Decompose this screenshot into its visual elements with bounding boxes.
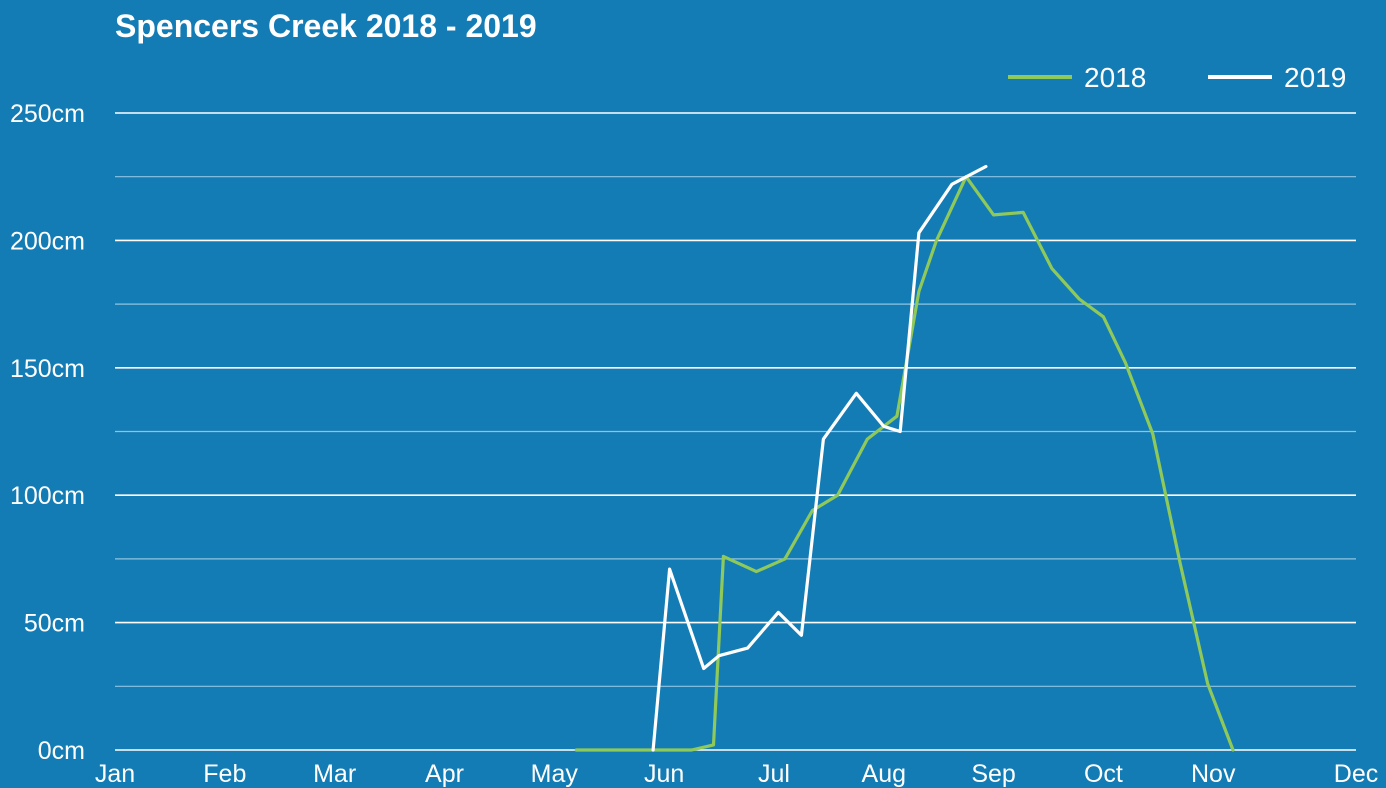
- x-tick-label: Nov: [1191, 760, 1236, 788]
- y-tick-label: 0cm: [38, 737, 85, 765]
- legend-label-2019: 2019: [1284, 62, 1346, 93]
- x-tick-label: Jun: [644, 760, 684, 788]
- x-tick-label: Feb: [203, 760, 246, 788]
- x-tick-label: Jul: [758, 760, 790, 788]
- y-tick-label: 250cm: [10, 100, 85, 128]
- x-tick-label: May: [531, 760, 579, 788]
- series-line-2018: [574, 175, 1235, 752]
- legend-label-2018: 2018: [1084, 62, 1146, 93]
- x-tick-label: Oct: [1084, 760, 1123, 788]
- x-axis-ticks: Jan Feb Mar Apr May Jun Jul Aug Sep Oct Nov Dec: [95, 760, 1378, 788]
- y-axis-ticks: 0cm 50cm 100cm 150cm 200cm 250cm: [10, 100, 85, 765]
- x-tick-label: Dec: [1334, 760, 1378, 788]
- legend: 2018 2019: [1008, 62, 1346, 93]
- x-tick-label: Aug: [862, 760, 906, 788]
- y-tick-label: 200cm: [10, 227, 85, 255]
- y-tick-label: 100cm: [10, 482, 85, 510]
- grid-lines: [115, 112, 1356, 751]
- y-tick-label: 150cm: [10, 355, 85, 383]
- series-line-2019: [651, 164, 988, 752]
- y-tick-label: 50cm: [24, 610, 85, 638]
- x-tick-label: Jan: [95, 760, 135, 788]
- series-lines: [574, 164, 1235, 752]
- x-tick-label: Mar: [313, 760, 356, 788]
- chart-title: Spencers Creek 2018 - 2019: [115, 8, 537, 44]
- x-tick-label: Sep: [971, 760, 1015, 788]
- x-tick-label: Apr: [425, 760, 464, 788]
